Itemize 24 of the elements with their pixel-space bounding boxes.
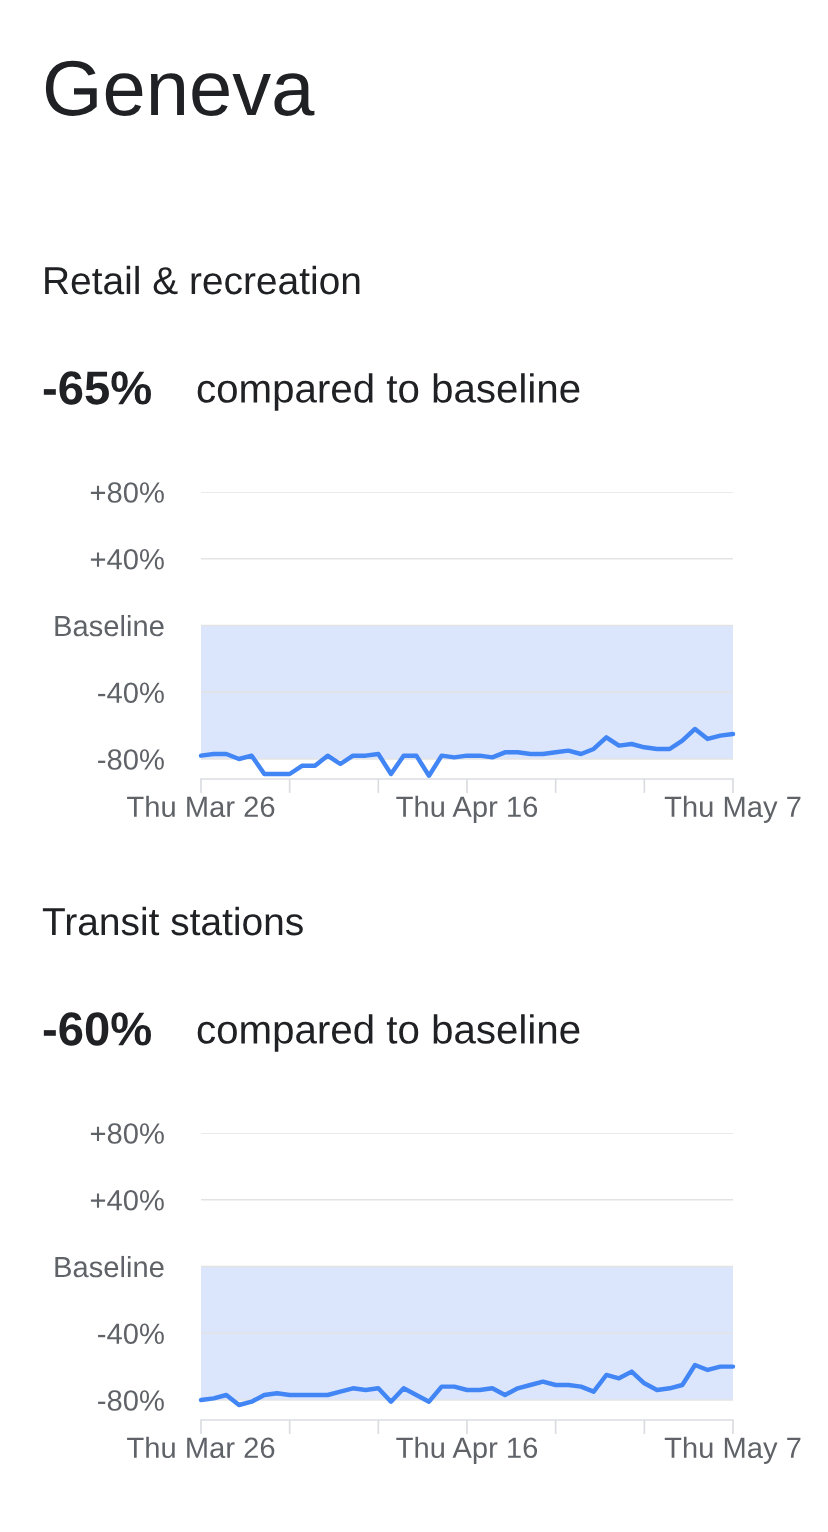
y-tick-label: +40% — [90, 548, 164, 570]
chart-subtitle: compared to baseline — [197, 1014, 580, 1052]
y-tick-label: -80% — [98, 1390, 164, 1411]
text: Geneva — [45, 60, 315, 116]
line-series — [198, 1362, 736, 1408]
chart-title: Retail & recreation — [45, 265, 360, 295]
x-tick-label: Thu Mar 26 — [127, 1436, 275, 1459]
chart-subtitle: compared to baseline — [197, 373, 580, 411]
y-tick-label: +80% — [90, 1123, 164, 1144]
y-tick-label: -40% — [98, 682, 164, 704]
chart-title: Transit stations — [42, 906, 303, 936]
y-tick-label: Baseline — [55, 1255, 164, 1278]
y-tick-label: +80% — [90, 482, 164, 503]
x-tick-label: Thu Mar 26 — [127, 795, 275, 818]
y-tick-label: +40% — [90, 1189, 164, 1211]
text: -65% — [43, 371, 151, 405]
y-tick-label: Baseline — [55, 614, 164, 637]
x-tick-label: Thu Apr 16 — [396, 795, 538, 823]
text: -60% — [43, 1012, 151, 1046]
y-tick-label: -40% — [98, 1323, 164, 1345]
x-tick-label: Thu Apr 16 — [396, 1436, 538, 1464]
x-tick-label: Thu May 7 — [664, 795, 801, 823]
x-tick-label: Thu May 7 — [664, 1436, 801, 1464]
y-tick-label: -80% — [98, 749, 164, 770]
